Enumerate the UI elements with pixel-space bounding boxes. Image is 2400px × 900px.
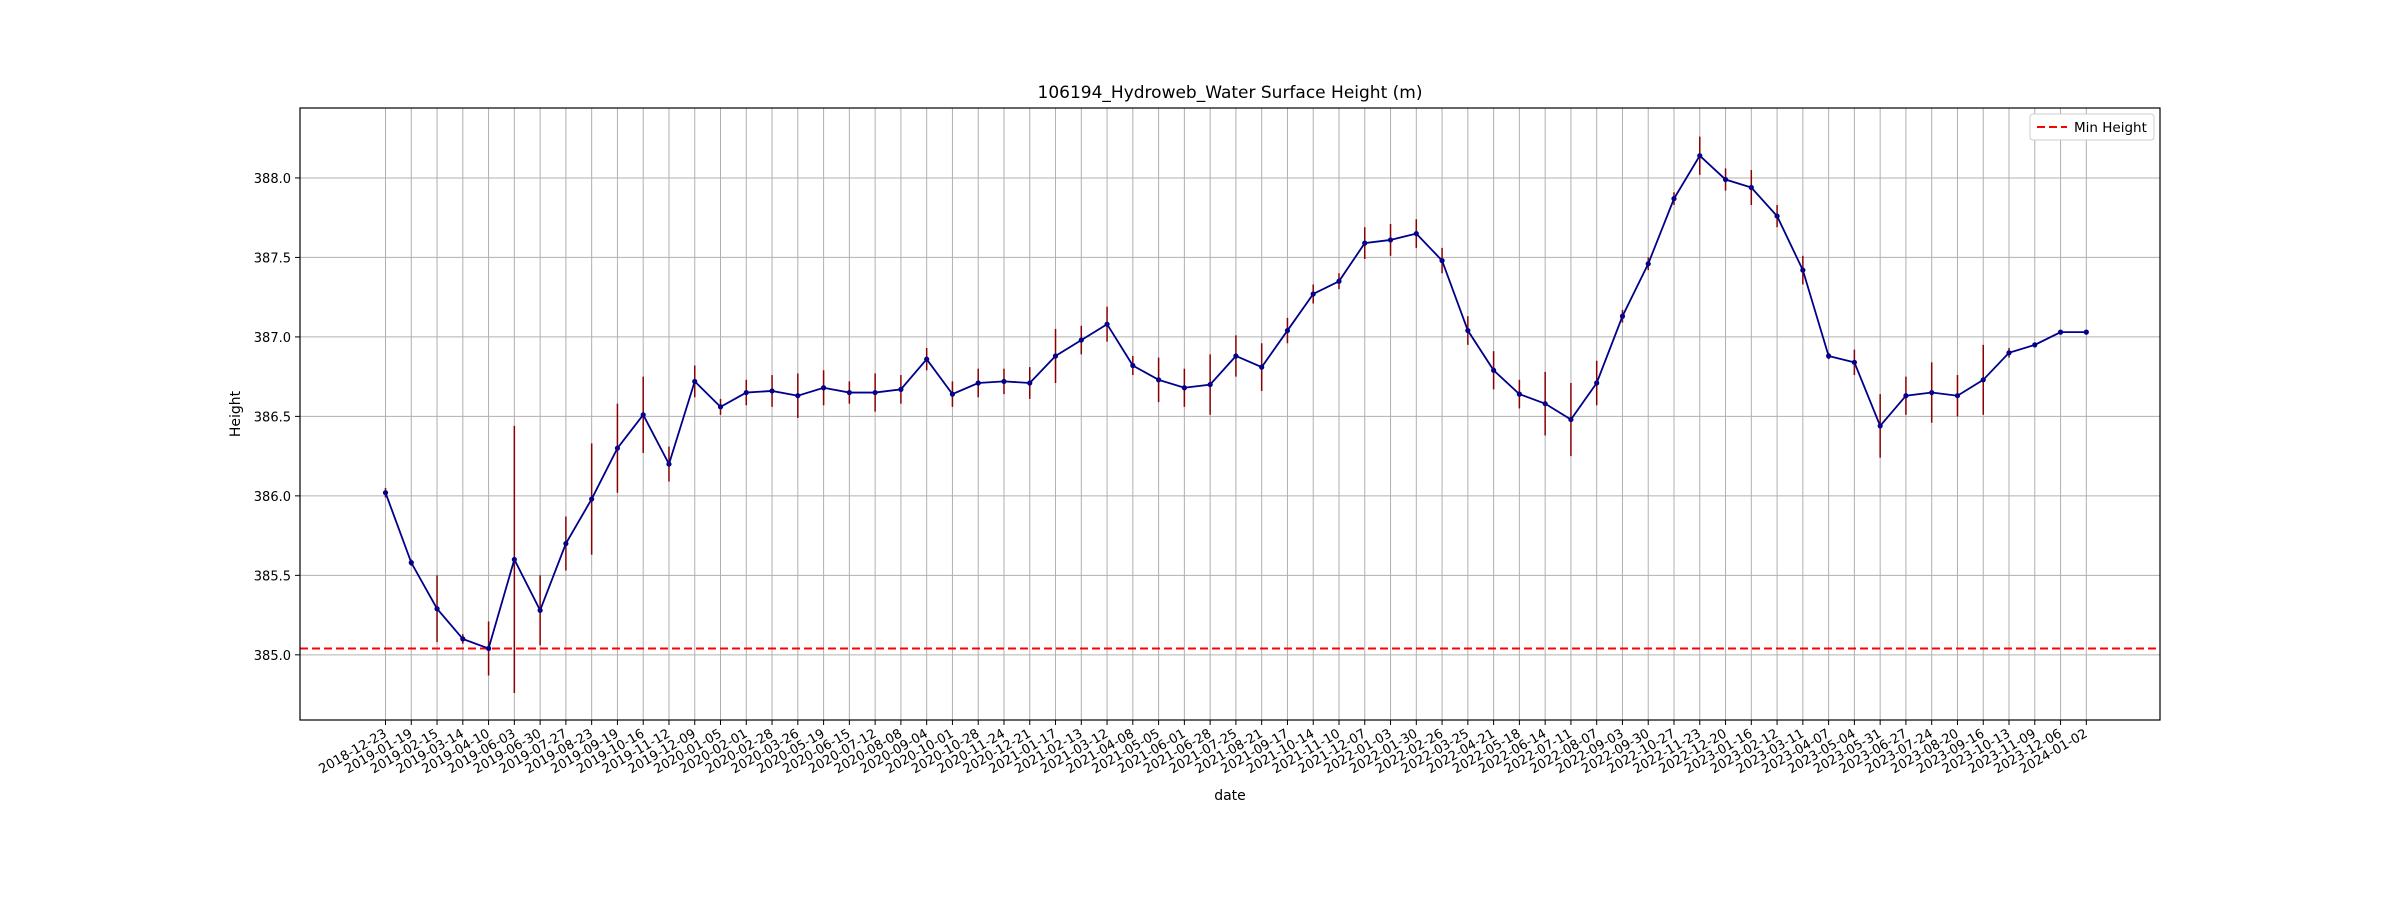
data-point: [408, 560, 414, 566]
data-point: [614, 445, 621, 451]
data-point: [1207, 381, 1213, 388]
data-point: [1903, 393, 1909, 399]
legend-label-min-height: Min Height: [2074, 120, 2147, 136]
data-point: [666, 461, 672, 467]
data-point: [1491, 367, 1497, 373]
data-point: [1800, 267, 1806, 273]
data-point: [975, 380, 981, 386]
data-point: [743, 389, 749, 396]
data-point: [1851, 359, 1857, 365]
data-point: [692, 378, 698, 385]
data-point: [769, 388, 775, 394]
data-point: [1413, 230, 1419, 237]
data-point: [1362, 240, 1368, 246]
data-point: [1774, 213, 1780, 219]
data-point: [795, 393, 801, 399]
data-point: [1877, 423, 1883, 429]
data-point: [1594, 380, 1600, 386]
data-point: [1954, 393, 1961, 399]
data-point: [2057, 329, 2064, 335]
y-tick-label: 388.0: [254, 172, 291, 187]
data-point: [537, 607, 543, 613]
data-point: [1697, 153, 1703, 159]
data-point: [1748, 184, 1754, 191]
y-axis-title: Height: [228, 390, 244, 437]
y-tick-label: 385.5: [254, 569, 291, 584]
data-point: [1387, 237, 1394, 243]
data-point: [2083, 329, 2089, 335]
data-point: [1826, 353, 1832, 359]
data-point: [1310, 291, 1316, 297]
data-point: [898, 386, 904, 392]
data-point: [1465, 327, 1471, 334]
data-point: [1233, 353, 1239, 359]
data-point: [1156, 377, 1162, 383]
data-point: [1259, 364, 1265, 370]
data-point: [872, 389, 878, 396]
data-point: [1284, 327, 1291, 334]
legend-box: [2029, 113, 2155, 141]
data-point: [640, 412, 646, 418]
data-point: [1671, 196, 1677, 202]
chart-title: 106194_Hydroweb_Water Surface Height (m): [1038, 83, 1423, 103]
x-axis-title: date: [1214, 788, 1246, 804]
data-point: [1542, 401, 1548, 407]
data-point: [1980, 377, 1986, 383]
data-point: [846, 389, 852, 396]
data-point: [382, 490, 389, 496]
data-point: [1439, 258, 1445, 264]
data-point: [2006, 350, 2012, 356]
data-point: [1336, 278, 1342, 284]
data-point: [511, 556, 517, 563]
plot-area-frame: [299, 107, 2161, 721]
data-point: [1619, 313, 1626, 319]
y-axis: 385.0 385.5 386.0 386.5 387.0 387.5 388.0: [254, 172, 300, 664]
y-tick-label: 385.0: [254, 649, 291, 664]
data-point: [1181, 385, 1187, 391]
y-tick-label: 387.5: [254, 251, 291, 266]
data-point: [1052, 353, 1059, 359]
data-point: [2032, 342, 2038, 348]
data-point: [1027, 380, 1033, 386]
y-tick-label: 387.0: [254, 331, 291, 346]
data-point: [1078, 337, 1084, 343]
data-point: [563, 540, 569, 547]
data-point: [1722, 176, 1729, 183]
data-point: [1929, 389, 1935, 396]
data-series: [382, 153, 2089, 652]
data-point: [949, 391, 956, 397]
data-point: [924, 356, 930, 362]
data-point: [485, 645, 492, 652]
data-point: [1001, 378, 1007, 385]
data-point: [1516, 391, 1522, 397]
data-point: [1568, 416, 1574, 423]
x-axis: 2018-12-232019-01-192019-02-152019-03-14…: [317, 720, 2090, 777]
y-tick-label: 386.0: [254, 490, 291, 505]
data-point: [717, 404, 724, 410]
data-point: [1130, 362, 1136, 369]
data-point: [460, 636, 466, 642]
data-point: [1645, 261, 1651, 267]
data-point: [589, 496, 595, 502]
data-point: [1104, 321, 1110, 327]
legend: Min Height: [2029, 113, 2155, 141]
data-point: [434, 606, 440, 612]
y-tick-label: 386.5: [254, 410, 291, 425]
data-point: [820, 385, 827, 391]
